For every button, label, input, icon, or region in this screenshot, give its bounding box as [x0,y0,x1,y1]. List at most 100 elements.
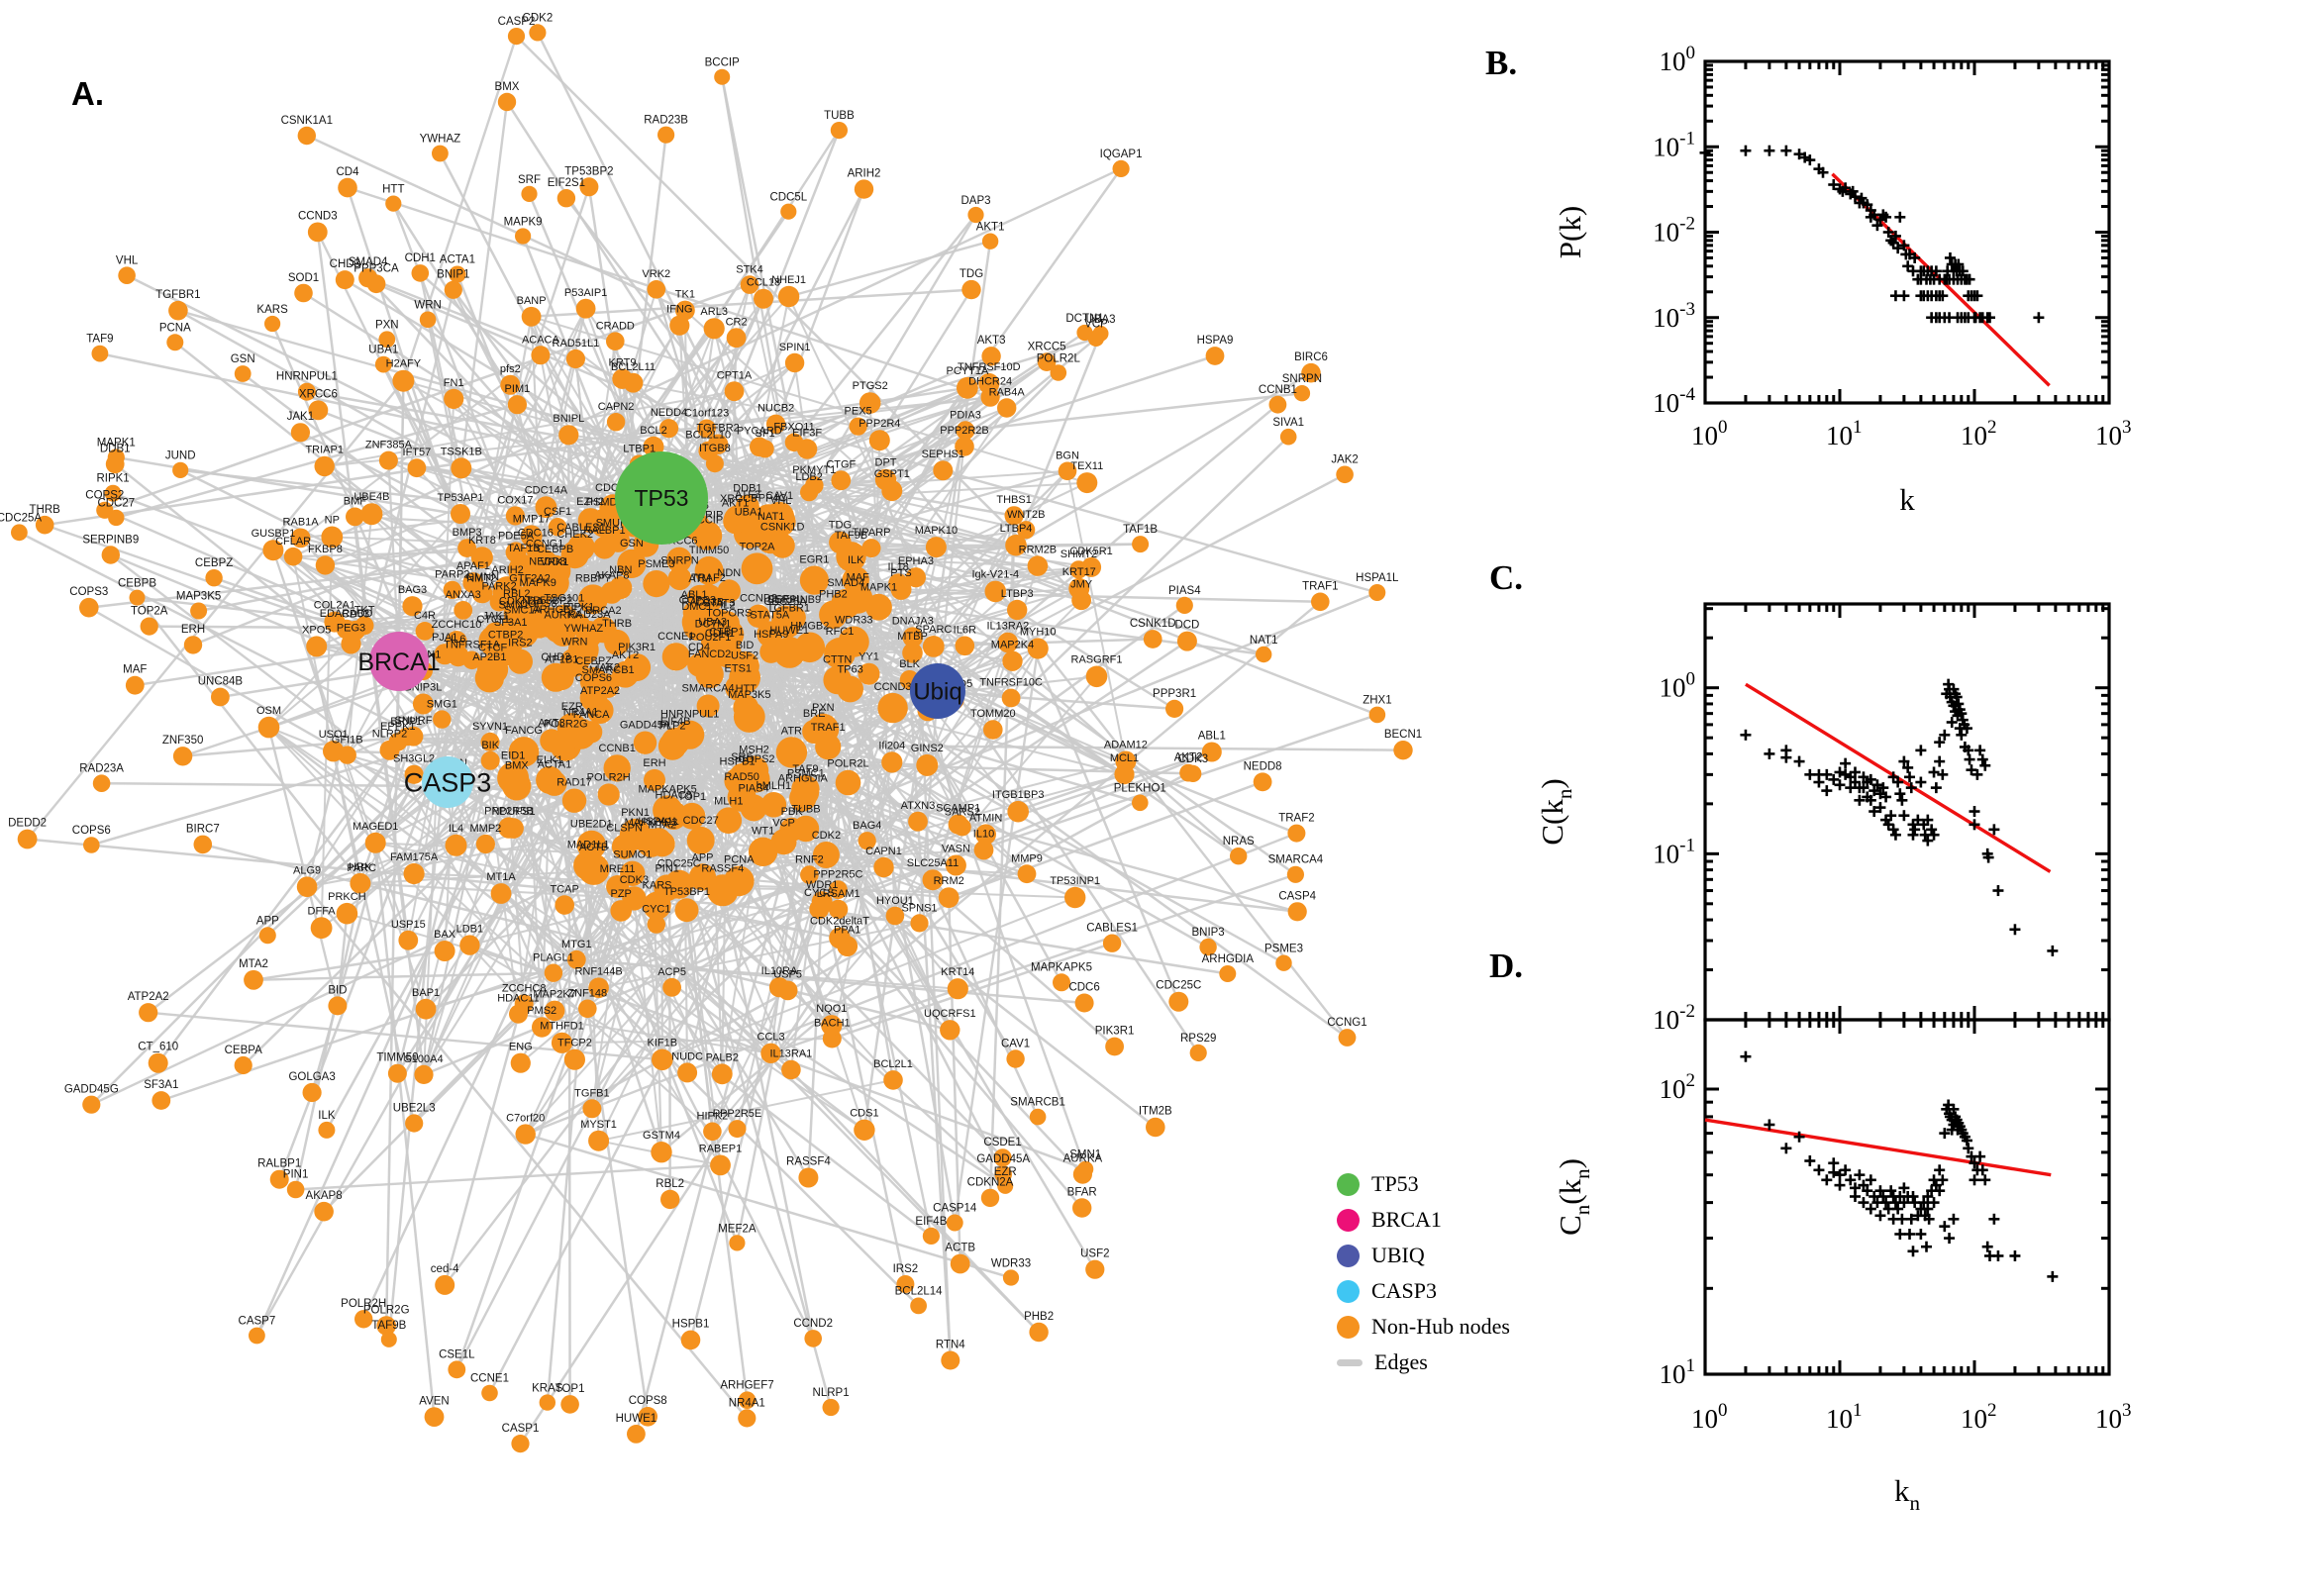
hub-label-brca1: BRCA1 [357,648,440,676]
network-node [290,423,310,443]
network-node-label: TGFBR1 [155,289,200,301]
network-node-label: VASN [942,844,970,855]
network-node-label: RBBP7 [575,573,611,585]
network-node-label: NEDD8 [1244,760,1282,772]
network-node-label: TFCP2 [557,1038,592,1049]
network-node-label: MAP3K5 [176,591,221,603]
network-node-label: CCL18 [747,277,780,289]
network-node-label: HTT [382,184,404,196]
panel-d-chart: 102 101 100 101 102 103 Cn(kn) kn [1553,1018,2132,1515]
network-node-label: RAD23B [681,597,724,609]
network-node-label: USO1 [319,729,349,741]
network-node [451,457,472,479]
network-node [315,555,336,575]
y-tick-label: 101 [1660,1355,1696,1389]
network-node [794,632,826,663]
network-node [249,1327,265,1345]
network-node [1336,465,1354,484]
network-node-label: SPIN1 [779,342,811,353]
network-node [835,769,861,796]
network-node [306,636,328,657]
network-node-label: PLEKHO1 [1114,783,1166,795]
network-node-label: SPARC [915,624,952,636]
network-node-label: UBA1 [735,507,763,519]
network-node [1268,395,1287,414]
network-node [696,694,720,718]
network-node [1256,646,1272,663]
network-node-label: UNC84B [198,676,244,688]
network-node-label: CCND3 [874,681,912,693]
node-swatch-icon [1337,1244,1360,1267]
network-node-label: TNFRSF10C [979,677,1043,689]
network-node [799,565,830,595]
network-edge [472,354,992,584]
network-node [529,24,547,42]
network-node-label: COPS3 [679,595,716,607]
network-node-label: PDIA3 [950,409,981,421]
network-node [975,824,996,846]
network-node-label: VHL [770,495,791,507]
network-node [666,547,692,573]
network-node [792,779,820,806]
network-node-label: NAT1 [1250,635,1278,647]
network-node-label: RNF2 [795,853,824,865]
network-node [727,782,757,812]
network-node [481,1384,498,1402]
network-node [1085,665,1108,688]
network-edge [325,843,487,1132]
network-node [1050,364,1067,381]
network-node-label: TRAF1 [811,722,846,734]
network-node-label: TP53BP2 [526,595,572,607]
network-node [881,751,903,773]
network-node-label: AURKA [1063,1153,1103,1165]
network-node [11,524,28,542]
network-node-label: KARS [256,304,288,316]
network-node-label: RTN4 [936,1340,965,1351]
network-node [1132,536,1150,553]
network-node-label: TOP1 [678,791,707,803]
network-node-label: STK4 [736,263,763,275]
network-node [148,1052,168,1073]
network-node [1076,472,1098,494]
network-node-label: TRAF1 [1302,581,1338,593]
network-node-label: BCL2L10 [685,430,731,442]
network-node-label: SHMT2 [1060,549,1097,560]
network-node [1311,592,1330,612]
network-node-label: EZH2 [576,496,604,508]
network-node-label: HSPA9 [754,629,788,641]
network-edge [1016,609,1180,1003]
network-node-label: CDK2 [523,12,554,24]
network-node [83,837,100,853]
network-node-label: BCL2 [640,425,667,437]
network-node [307,222,328,243]
network-node-label: POLR2H [587,771,631,783]
network-node [82,1095,101,1114]
network-node [729,1235,746,1251]
x-tick-label: 101 [1826,417,1863,450]
network-node [706,874,739,907]
network-node [623,372,644,393]
network-node [888,573,909,594]
network-node-label: DMC1 [681,601,712,613]
network-node [1001,688,1021,708]
network-node [849,417,867,436]
network-edge [294,882,363,1190]
network-edge [27,838,920,925]
network-node [973,840,994,860]
network-node [811,891,833,912]
network-node [675,300,695,321]
network-edge [770,873,1296,1054]
network-node-label: IRS2 [893,1263,919,1275]
network-node-label: PPP3R1 [1153,688,1196,700]
network-node [378,331,396,349]
network-node-label: SEPHS1 [922,449,964,460]
network-node [993,1148,1012,1167]
network-node-label: ced-4 [431,1263,459,1275]
network-node-label: PXN [812,702,835,714]
network-node-label: SMARCA4 [682,683,735,695]
network-node [560,541,589,569]
network-node [658,801,688,830]
network-node [683,613,711,641]
network-node-label: ATM [688,573,710,585]
network-node-label: MAPKAPK5 [1031,961,1092,973]
